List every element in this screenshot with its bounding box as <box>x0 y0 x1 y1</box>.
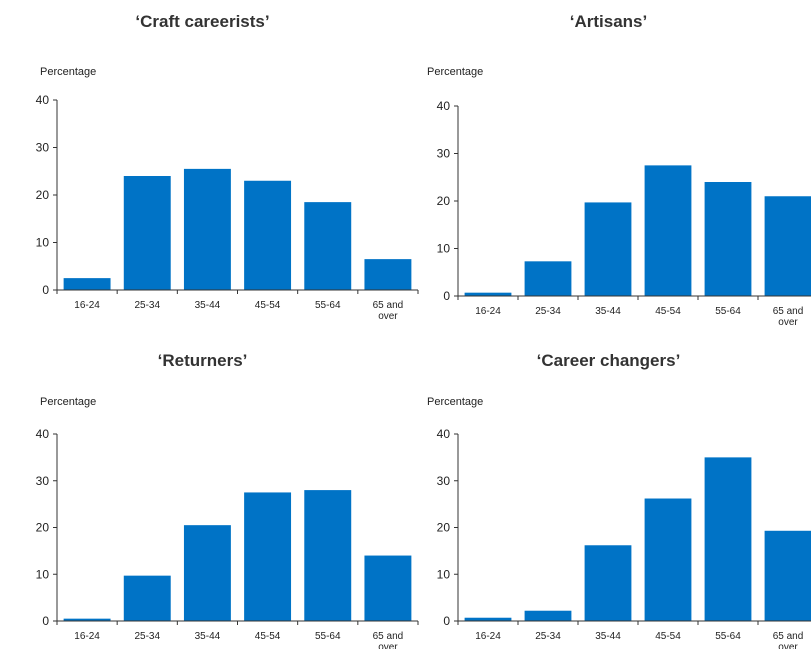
x-tick-label: 25-34 <box>134 631 160 642</box>
x-tick-label: 25-34 <box>535 306 561 317</box>
x-tick-label: 25-34 <box>134 300 160 311</box>
bar <box>764 530 811 621</box>
y-tick-label: 20 <box>36 521 50 535</box>
x-tick-label: 65 and over <box>773 306 804 328</box>
y-tick-label: 40 <box>437 99 451 113</box>
y-tick-label: 0 <box>443 614 450 628</box>
bar <box>304 202 352 290</box>
x-tick-label: 16-24 <box>475 306 501 317</box>
y-tick-label: 40 <box>437 427 451 441</box>
x-tick-label: 45-54 <box>655 306 681 317</box>
bar <box>464 292 512 296</box>
bar <box>764 196 811 296</box>
bar <box>244 180 292 290</box>
x-tick-label: 35-44 <box>595 631 621 642</box>
y-axis-label: Percentage <box>427 66 484 78</box>
bar <box>63 278 111 290</box>
bar <box>364 259 412 290</box>
bar-chart: 0 10 20 30 40 16-24 25-34 35-44 45-54 55-64 65 and… <box>36 427 419 649</box>
x-tick-label: 25-34 <box>535 631 561 642</box>
chart-title: ‘Career changers’ <box>536 351 681 370</box>
x-tick-label: 16-24 <box>475 631 501 642</box>
x-tick-label: 45-54 <box>255 631 281 642</box>
x-tick-label: 35-44 <box>595 306 621 317</box>
bar <box>704 182 752 296</box>
x-tick-label: 35-44 <box>195 300 221 311</box>
chart-title: ‘Artisans’ <box>569 12 648 31</box>
x-tick-label: 55-64 <box>315 631 341 642</box>
chart-panel-craft-careerists: ‘Craft careerists’ Percentage 0 10 20 30 40 1… <box>0 0 419 325</box>
y-tick-label: 30 <box>36 141 50 155</box>
y-tick-label: 20 <box>437 194 451 208</box>
chart-panel-artisans: ‘Artisans’ Percentage 0 10 20 30 40 16-24 25-3… <box>406 0 811 328</box>
y-tick-label: 40 <box>36 93 50 107</box>
y-tick-label: 10 <box>36 236 50 250</box>
x-tick-label: 55-64 <box>315 300 341 311</box>
x-tick-label: 65 and over <box>373 300 404 322</box>
bar <box>524 261 572 296</box>
y-tick-label: 40 <box>36 427 50 441</box>
bar-chart: 0 10 20 30 40 16-24 25-34 35-44 45-54 55-64 65 and… <box>36 93 419 322</box>
y-tick-label: 0 <box>443 289 450 303</box>
bar <box>364 555 412 621</box>
chart-title: ‘Craft careerists’ <box>135 12 270 31</box>
bar <box>584 202 632 296</box>
y-tick-label: 10 <box>437 567 451 581</box>
x-tick-label: 35-44 <box>195 631 221 642</box>
bar <box>183 168 231 290</box>
y-axis-label: Percentage <box>427 396 484 408</box>
y-tick-label: 30 <box>36 474 50 488</box>
y-tick-label: 30 <box>437 147 451 161</box>
y-tick-label: 10 <box>437 242 451 256</box>
y-tick-label: 20 <box>437 521 451 535</box>
y-axis-label: Percentage <box>40 66 97 78</box>
y-axis-label: Percentage <box>40 396 97 408</box>
bar <box>123 575 171 621</box>
bar <box>244 492 292 621</box>
bar <box>123 176 171 290</box>
x-tick-label: 45-54 <box>655 631 681 642</box>
x-tick-label: 55-64 <box>715 306 741 317</box>
bar <box>304 490 352 621</box>
y-tick-label: 30 <box>437 474 451 488</box>
bar <box>644 498 692 621</box>
x-tick-label: 65 and over <box>773 631 804 649</box>
x-tick-label: 55-64 <box>715 631 741 642</box>
bar-chart: 0 10 20 30 40 16-24 25-34 35-44 45-54 55-64 65 and… <box>437 99 811 328</box>
bar <box>183 525 231 621</box>
bar-chart: 0 10 20 30 40 16-24 25-34 35-44 45-54 55-64 65 and… <box>437 427 811 649</box>
x-tick-label: 45-54 <box>255 300 281 311</box>
bar <box>704 457 752 621</box>
y-tick-label: 0 <box>42 283 49 297</box>
chart-panel-returners: ‘Returners’ Percentage 0 10 20 30 40 16-24 25-… <box>0 325 419 649</box>
y-tick-label: 10 <box>36 567 50 581</box>
bar <box>644 165 692 296</box>
x-tick-label: 65 and over <box>373 631 404 649</box>
bar <box>464 617 512 621</box>
bar <box>63 618 111 621</box>
chart-title: ‘Returners’ <box>157 351 248 370</box>
y-tick-label: 20 <box>36 188 50 202</box>
bar <box>524 610 572 621</box>
x-tick-label: 16-24 <box>74 300 100 311</box>
bar <box>584 545 632 621</box>
y-tick-label: 0 <box>42 614 49 628</box>
chart-panel-career-changers: ‘Career changers’ Percentage 0 10 20 30 40 16… <box>406 325 811 649</box>
x-tick-label: 16-24 <box>74 631 100 642</box>
